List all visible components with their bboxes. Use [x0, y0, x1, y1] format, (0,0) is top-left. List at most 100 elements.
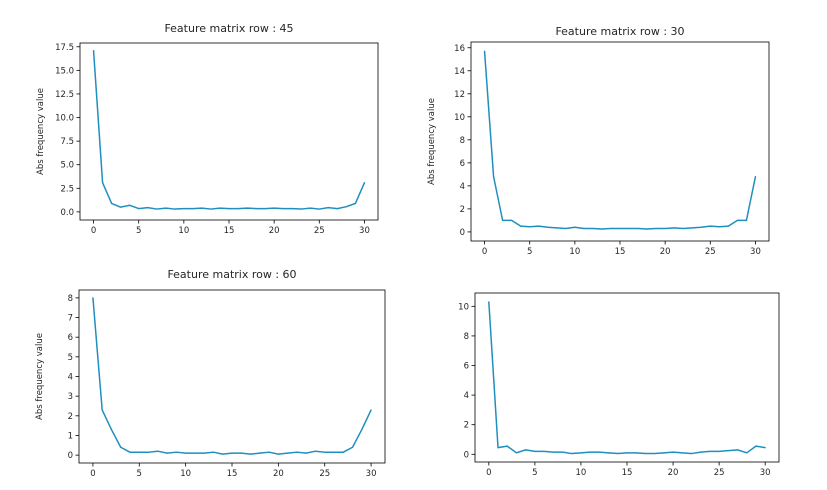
axes-frame: [79, 42, 379, 221]
y-tick-label: 6: [460, 159, 465, 169]
x-tick-label: 10: [569, 247, 580, 257]
data-point: [351, 446, 354, 448]
data-point: [736, 449, 739, 451]
data-point: [282, 207, 284, 210]
data-point: [709, 450, 711, 452]
y-tick-label: 7.5: [60, 137, 74, 147]
y-tick-label: 7: [68, 314, 73, 324]
y-tick-label: 12: [454, 90, 465, 100]
data-point: [511, 219, 513, 221]
data-point: [654, 452, 656, 455]
data-point: [287, 452, 289, 454]
data-point: [249, 453, 252, 455]
y-tick-label: 4: [464, 391, 469, 401]
data-point: [361, 428, 363, 431]
data-point: [552, 451, 554, 453]
x-tick-label: 5: [527, 247, 532, 257]
data-point: [663, 452, 665, 454]
data-point: [342, 451, 344, 453]
x-tick-label: 15: [622, 468, 633, 478]
x-tick-label: 5: [532, 468, 537, 478]
y-tick-label: 10.0: [55, 114, 74, 124]
chart-title: Feature matrix row : 45: [164, 22, 293, 35]
y-tick-label: 14: [454, 67, 465, 77]
x-tick-label: 0: [482, 247, 487, 257]
data-point: [520, 225, 522, 227]
data-point: [237, 207, 239, 210]
data-point: [333, 451, 335, 453]
x-tick-label: 20: [660, 247, 671, 257]
data-point: [201, 207, 203, 209]
y-tick-label: 0: [68, 451, 73, 461]
data-point: [101, 409, 103, 411]
data-point: [264, 207, 266, 210]
data-point: [646, 228, 648, 230]
y-tick-label: 16: [454, 44, 465, 54]
data-point: [754, 176, 757, 178]
data-point: [619, 227, 621, 230]
x-tick-label: 15: [227, 469, 238, 479]
data-point: [192, 207, 194, 210]
chart-title: Feature matrix row : 30: [555, 25, 684, 38]
data-point: [628, 227, 630, 230]
data-point: [673, 227, 675, 229]
y-tick-label: 0.0: [60, 208, 74, 218]
y-tick-label: 4: [460, 182, 465, 192]
data-point: [228, 207, 230, 210]
data-point: [700, 226, 702, 228]
chart-title: Feature matrix row : 60: [167, 268, 296, 281]
data-point: [222, 453, 224, 455]
data-point: [700, 451, 702, 453]
x-tick-label: 25: [705, 247, 716, 257]
data-point: [538, 225, 540, 227]
data-point: [727, 450, 729, 452]
axes-frame: [474, 292, 780, 463]
data-point: [637, 227, 639, 230]
series-line: [92, 297, 372, 455]
data-point: [255, 207, 257, 210]
data-point: [709, 225, 711, 227]
data-point: [354, 202, 357, 204]
data-point: [718, 226, 720, 228]
data-point: [314, 450, 317, 452]
data-point: [120, 206, 122, 208]
data-point: [324, 451, 326, 453]
y-tick-label: 6: [68, 333, 73, 343]
series-line: [92, 50, 366, 210]
data-point: [547, 226, 549, 228]
data-point: [565, 227, 567, 230]
x-tick-label: 25: [314, 226, 325, 236]
data-point: [92, 49, 95, 52]
y-axis-label: Abs frequency value: [35, 333, 45, 420]
data-point: [147, 451, 150, 453]
data-point: [156, 208, 158, 210]
data-point: [515, 452, 518, 454]
data-point: [370, 409, 372, 411]
data-point: [309, 207, 311, 209]
data-point: [300, 208, 302, 210]
data-point: [492, 176, 495, 178]
y-tick-label: 2: [68, 412, 73, 422]
data-point: [483, 50, 486, 52]
data-point: [210, 208, 212, 210]
data-point: [556, 227, 558, 229]
data-point: [571, 452, 573, 455]
y-tick-label: 5.0: [60, 161, 74, 171]
data-point: [664, 227, 666, 230]
subplot-row-45: Feature matrix row : 45 0 5 10 15 20 25 30 0.0 2.…: [36, 22, 379, 236]
data-point: [764, 447, 766, 449]
data-point: [219, 207, 221, 209]
data-point: [246, 207, 248, 209]
y-tick-label: 4: [68, 373, 73, 383]
data-point: [626, 452, 628, 454]
data-point: [607, 452, 610, 454]
data-point: [506, 445, 508, 447]
series-line: [488, 301, 766, 455]
data-point: [296, 451, 298, 453]
x-tick-label: 30: [359, 226, 370, 236]
data-point: [534, 450, 536, 452]
data-point: [529, 226, 531, 228]
data-point: [203, 452, 205, 454]
y-tick-label: 1: [68, 431, 73, 441]
data-point: [363, 182, 366, 184]
